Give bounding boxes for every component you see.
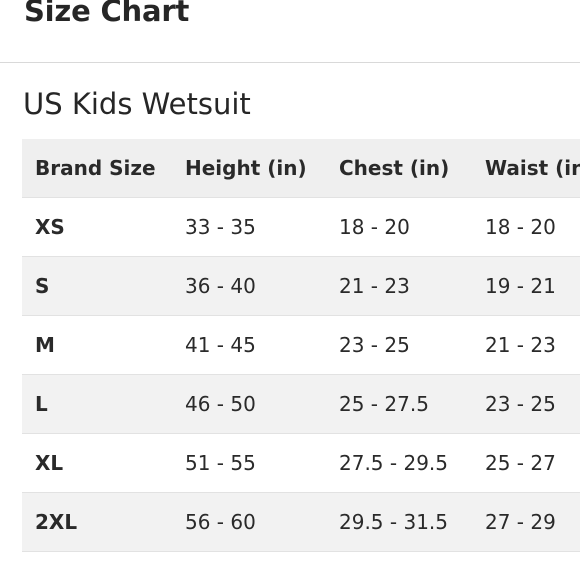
height-cell: 46 - 50: [172, 374, 326, 434]
brand-size-cell: M: [22, 315, 172, 375]
table-row: 2XL 56 - 60 29.5 - 31.5 27 - 29: [22, 492, 580, 552]
waist-cell: 23 - 25: [472, 374, 580, 434]
table-body: XS 33 - 35 18 - 20 18 - 20 S 36 - 40 21 …: [22, 197, 580, 552]
brand-size-cell: S: [22, 256, 172, 316]
chest-cell: 27.5 - 29.5: [326, 433, 472, 493]
chest-cell: 21 - 23: [326, 256, 472, 316]
chest-cell: 23 - 25: [326, 315, 472, 375]
modal-title: Size Chart: [24, 0, 190, 28]
chest-cell: 25 - 27.5: [326, 374, 472, 434]
height-cell: 36 - 40: [172, 256, 326, 316]
table-row: XL 51 - 55 27.5 - 29.5 25 - 27: [22, 433, 580, 493]
brand-size-cell: L: [22, 374, 172, 434]
chest-cell: 29.5 - 31.5: [326, 492, 472, 552]
header-row: Brand Size Height (in) Chest (in) Waist …: [22, 139, 580, 198]
column-header-brand-size: Brand Size: [22, 139, 172, 198]
column-header-waist: Waist (in): [472, 139, 580, 198]
table-row: XS 33 - 35 18 - 20 18 - 20: [22, 197, 580, 257]
height-cell: 51 - 55: [172, 433, 326, 493]
brand-size-cell: 2XL: [22, 492, 172, 552]
waist-cell: 25 - 27: [472, 433, 580, 493]
table-header: Brand Size Height (in) Chest (in) Waist …: [22, 139, 580, 198]
column-header-height: Height (in): [172, 139, 326, 198]
waist-cell: 18 - 20: [472, 197, 580, 257]
waist-cell: 21 - 23: [472, 315, 580, 375]
header-divider: [0, 62, 580, 63]
column-header-chest: Chest (in): [326, 139, 472, 198]
size-table: Brand Size Height (in) Chest (in) Waist …: [22, 139, 580, 552]
table-row: L 46 - 50 25 - 27.5 23 - 25: [22, 374, 580, 434]
section-title: US Kids Wetsuit: [23, 87, 251, 121]
brand-size-cell: XL: [22, 433, 172, 493]
brand-size-cell: XS: [22, 197, 172, 257]
waist-cell: 19 - 21: [472, 256, 580, 316]
size-table-container[interactable]: Brand Size Height (in) Chest (in) Waist …: [22, 139, 580, 552]
height-cell: 41 - 45: [172, 315, 326, 375]
height-cell: 56 - 60: [172, 492, 326, 552]
table-row: M 41 - 45 23 - 25 21 - 23: [22, 315, 580, 375]
chest-cell: 18 - 20: [326, 197, 472, 257]
height-cell: 33 - 35: [172, 197, 326, 257]
table-row: S 36 - 40 21 - 23 19 - 21: [22, 256, 580, 316]
waist-cell: 27 - 29: [472, 492, 580, 552]
